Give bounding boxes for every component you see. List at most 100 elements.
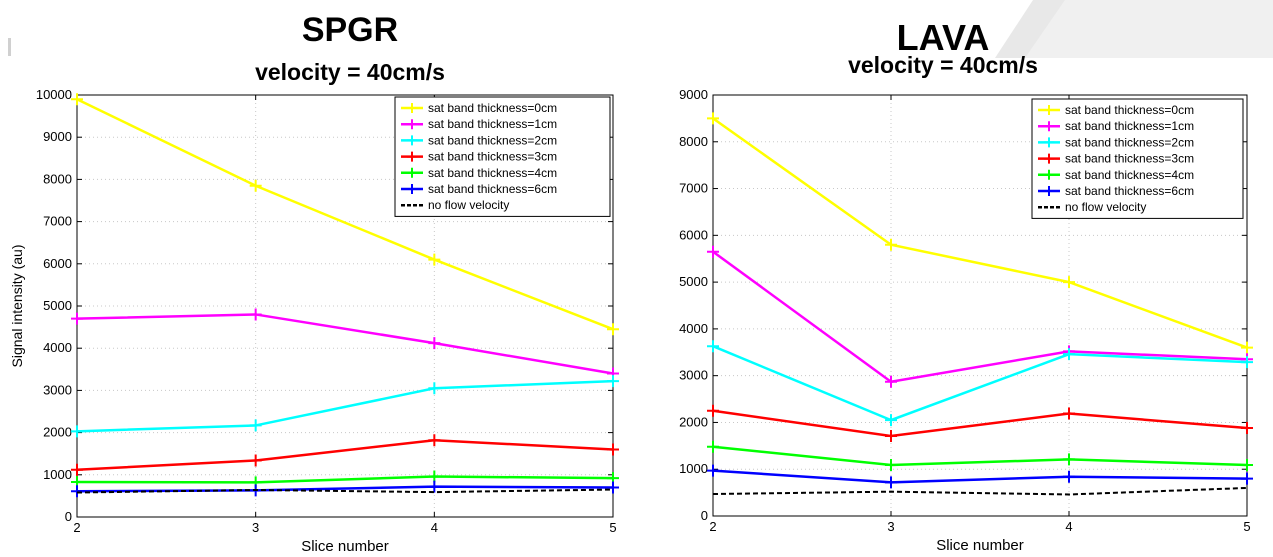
lava-data-point	[885, 238, 897, 251]
lava-data-point	[1063, 348, 1075, 361]
lava-y-tick-label: 2000	[679, 414, 708, 429]
spgr-data-point	[607, 443, 619, 456]
spgr-series-line-6	[76, 488, 614, 494]
lava-data-point	[1241, 472, 1253, 485]
lava-legend-label: sat band thickness=4cm	[1065, 168, 1194, 182]
spgr-x-axis-label: Slice number	[301, 538, 389, 555]
spgr-legend-marker	[407, 103, 417, 113]
spgr-x-tick-label: 2	[73, 520, 80, 535]
spgr-y-tick-label: 5000	[43, 298, 72, 313]
lava-data-point	[707, 440, 719, 453]
lava-series-line-3	[712, 409, 1248, 438]
spgr-legend-label: sat band thickness=0cm	[428, 101, 557, 115]
spgr-series-line-3	[76, 438, 614, 471]
chart-subtitle-spgr: velocity = 40cm/s	[255, 59, 445, 85]
spgr-y-axis-label: Signal intensity (au)	[9, 245, 25, 368]
lava-data-point	[1063, 470, 1075, 483]
lava-y-tick-label: 8000	[679, 134, 708, 149]
lava-data-point	[1063, 407, 1075, 420]
spgr-legend-marker	[407, 184, 417, 194]
lava-axes-box	[712, 94, 1248, 517]
spgr-data-point	[249, 179, 262, 192]
spgr-legend-label: sat band thickness=2cm	[428, 133, 557, 147]
spgr-legend-marker	[407, 119, 417, 130]
spgr-y-tick-label: 3000	[43, 382, 72, 397]
spgr-legend-label: sat band thickness=4cm	[428, 166, 557, 180]
spgr-data-point	[607, 375, 619, 388]
spgr-series-line-4	[76, 475, 614, 484]
spgr-data-point	[428, 382, 441, 395]
lava-legend-box	[1031, 98, 1244, 219]
spgr-data-point	[71, 312, 83, 325]
lava-x-tick-label: 4	[1065, 519, 1072, 534]
spgr-data-point	[249, 454, 262, 467]
spgr-x-tick-label: 3	[252, 520, 259, 535]
lava-y-tick-label: 1000	[679, 461, 708, 476]
lava-legend-label: sat band thickness=3cm	[1065, 152, 1194, 166]
spgr-series-line-0	[76, 98, 614, 331]
spgr-legend-marker	[407, 151, 417, 162]
spgr-data-point	[71, 425, 83, 438]
lava-series-line-1	[712, 250, 1248, 384]
spgr-y-tick-label: 0	[65, 509, 72, 524]
lava-y-tick-label: 4000	[679, 321, 708, 336]
lava-legend-label: sat band thickness=1cm	[1065, 119, 1194, 133]
spgr-x-tick-label: 5	[609, 520, 616, 535]
lava-legend-label: no flow velocity	[1065, 200, 1146, 214]
spgr-y-tick-label: 7000	[43, 214, 72, 229]
spgr-legend-label: sat band thickness=3cm	[428, 150, 557, 164]
spgr-y-tick-label: 1000	[43, 467, 72, 482]
spgr-data-point	[249, 419, 262, 432]
lava-legend-label: sat band thickness=2cm	[1065, 135, 1194, 149]
lava-data-point	[707, 112, 719, 125]
spgr-y-tick-label: 8000	[43, 171, 72, 186]
lava-data-point	[707, 340, 719, 353]
lava-legend-marker	[1044, 137, 1054, 148]
lava-series-line-4	[712, 445, 1248, 467]
spgr-series-line-1	[76, 313, 614, 375]
lava-legend-marker	[1044, 169, 1054, 180]
spgr-data-point	[71, 93, 83, 106]
spgr-data-point	[428, 434, 441, 447]
lava-data-point	[1241, 341, 1253, 354]
chart-spgr: 0 1000 2000 3000 4000 5000 6000 7000 8000 9000 100…	[9, 87, 619, 555]
lava-series-line-5	[712, 469, 1248, 484]
spgr-legend-box	[394, 96, 611, 217]
spgr-data-point	[249, 308, 262, 321]
lava-legend-marker	[1044, 121, 1054, 132]
lava-x-tick-label: 3	[887, 519, 894, 534]
lava-y-tick-label: 9000	[679, 87, 708, 102]
spgr-legend-marker	[407, 167, 417, 178]
lava-data-point	[1241, 356, 1253, 369]
spgr-y-tick-label: 4000	[43, 340, 72, 355]
lava-y-tick-label: 3000	[679, 368, 708, 383]
lava-data-point	[885, 459, 897, 472]
spgr-series-line-2	[76, 379, 614, 433]
lava-data-point	[885, 430, 897, 443]
lava-y-tick-label: 0	[701, 508, 708, 523]
chart-subtitle-lava: velocity = 40cm/s	[848, 52, 1038, 78]
spgr-y-tick-label: 6000	[43, 256, 72, 271]
lava-legend-marker	[1044, 105, 1054, 115]
lava-data-point	[707, 404, 719, 417]
chart-lava: 0 1000 2000 3000 4000 5000 6000 7000 8000 9000 2 3 4…	[679, 87, 1253, 554]
lava-y-tick-label: 7000	[679, 181, 708, 196]
spgr-data-point	[71, 485, 83, 498]
lava-data-point	[885, 375, 897, 388]
lava-data-point	[885, 414, 897, 427]
spgr-data-point	[428, 253, 441, 266]
spgr-data-point	[607, 481, 619, 494]
chart-title-spgr: SPGR	[301, 11, 399, 49]
spgr-legend-label: sat band thickness=1cm	[428, 117, 557, 131]
spgr-y-tick-label: 9000	[43, 129, 72, 144]
spgr-y-tick-label: 10000	[36, 87, 72, 102]
lava-x-tick-label: 2	[709, 519, 716, 534]
spgr-y-tick-label: 2000	[43, 425, 72, 440]
spgr-data-point	[428, 470, 441, 483]
lava-series-line-2	[712, 345, 1248, 422]
lava-data-point	[885, 476, 897, 489]
spgr-legend-label: sat band thickness=6cm	[428, 182, 557, 196]
lava-y-tick-label: 6000	[679, 227, 708, 242]
spgr-legend-marker	[407, 135, 417, 146]
